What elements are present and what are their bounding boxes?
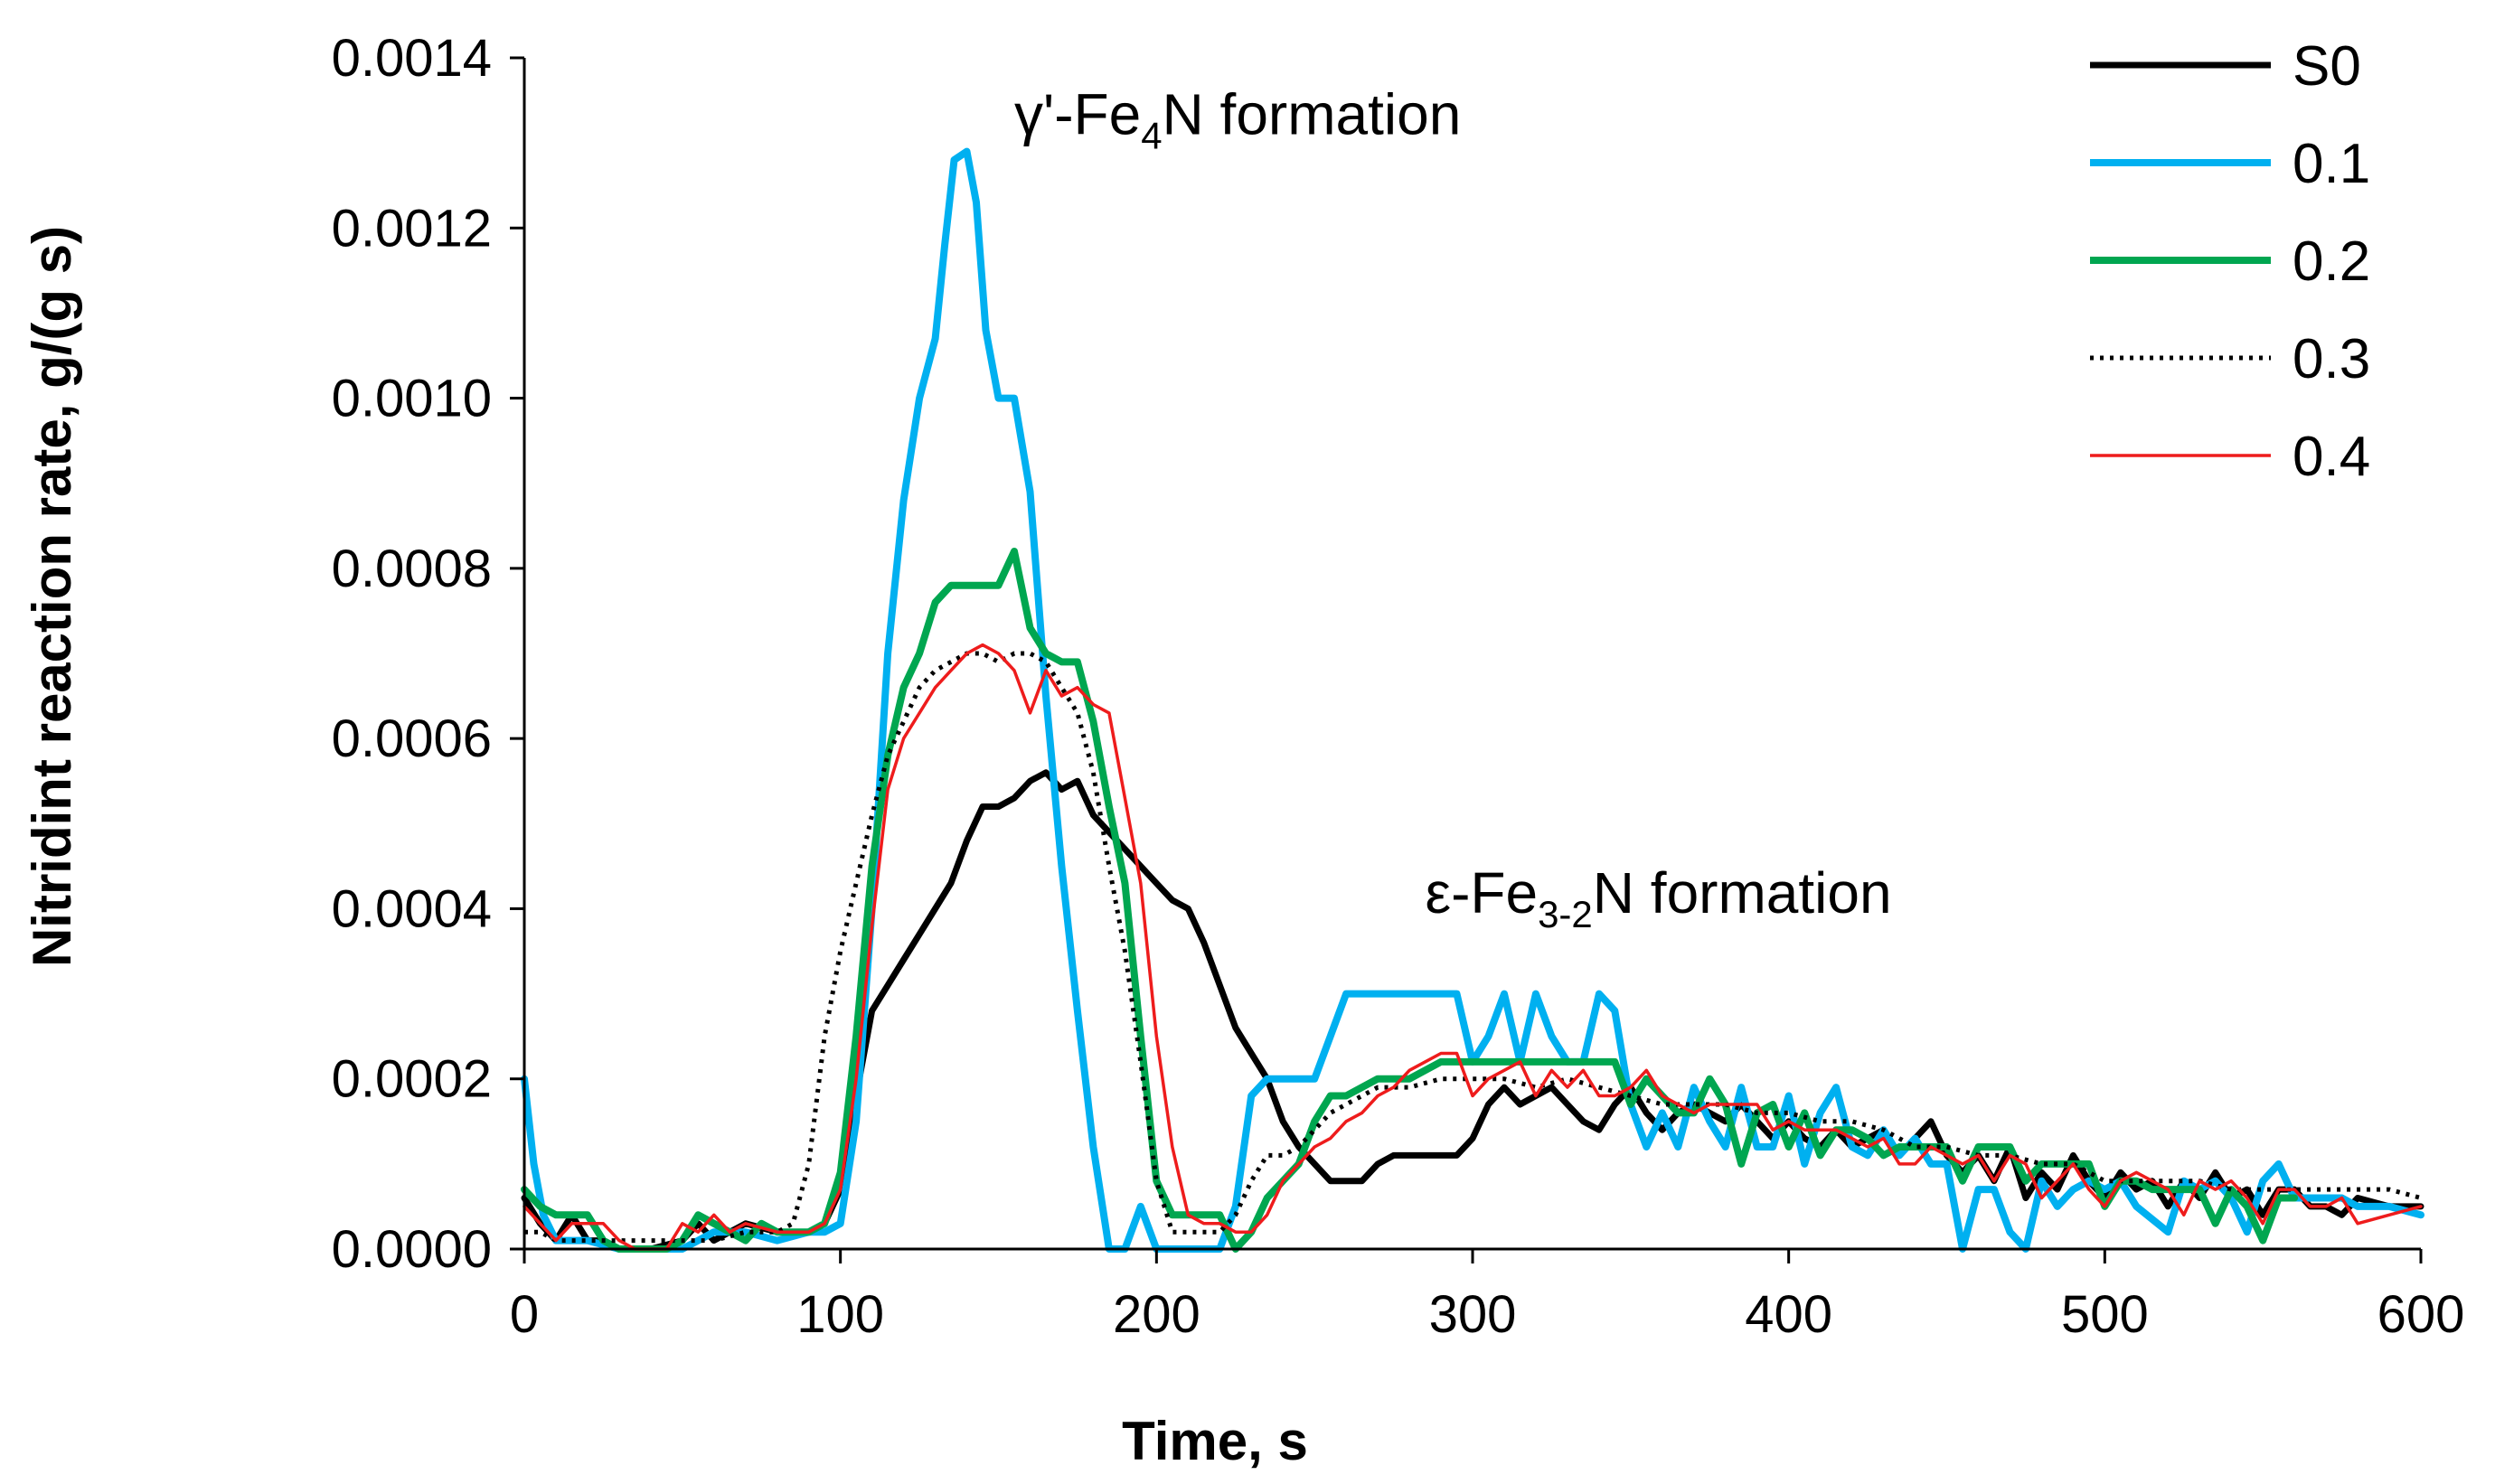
x-tick-label: 600	[2377, 1285, 2465, 1344]
series-line-3	[524, 651, 2422, 1244]
x-tick-label: 300	[1429, 1285, 1517, 1344]
annotation-1: ε-Fe3-2N formation	[1426, 860, 1892, 935]
series-layer	[521, 147, 2424, 1253]
annotation-subscript: 3-2	[1538, 893, 1593, 935]
annotation-text: N formation	[1163, 82, 1462, 147]
y-tick-label: 0.0000	[332, 1220, 492, 1279]
y-axis-title: Nitridint reaction rate, g/(g s)	[22, 226, 82, 967]
axes-layer: 0.0000 0.0002 0.0004 0.0006 0.0008 0.0010 0.00…	[332, 29, 2465, 1344]
series-line-1	[521, 147, 2424, 1253]
y-tick-label: 0.0010	[332, 370, 492, 428]
annotation-subscript: 4	[1141, 115, 1162, 157]
y-tick-label: 0.0008	[332, 540, 492, 598]
x-axis-title: Time, s	[1122, 1411, 1308, 1471]
x-tick-label: 0	[510, 1285, 539, 1344]
y-tick-label: 0.0012	[332, 199, 492, 258]
x-tick-label: 200	[1113, 1285, 1200, 1344]
legend-label-2: 0.2	[2293, 230, 2370, 293]
x-tick-label: 100	[796, 1285, 884, 1344]
annotation-text: N formation	[1593, 860, 1892, 925]
annotation-0: γ'-Fe4N formation	[1014, 82, 1461, 157]
series-line-2	[521, 548, 2299, 1253]
legend-label-4: 0.4	[2293, 426, 2370, 488]
legend: S0 0.1 0.2 0.3 0.4	[2090, 35, 2370, 488]
annotation-text: γ'-Fe	[1014, 82, 1141, 147]
legend-label-1: 0.1	[2293, 133, 2370, 195]
y-tick-label: 0.0004	[332, 879, 492, 938]
annotation-text: ε-Fe	[1426, 860, 1539, 925]
legend-label-0: S0	[2293, 35, 2361, 98]
y-tick-label: 0.0014	[332, 29, 492, 88]
x-tick-label: 500	[2061, 1285, 2149, 1344]
x-tick-label: 400	[1745, 1285, 1832, 1344]
y-tick-label: 0.0002	[332, 1050, 492, 1109]
legend-label-3: 0.3	[2293, 328, 2370, 390]
series-line-4	[523, 643, 2423, 1251]
y-tick-label: 0.0006	[332, 709, 492, 768]
